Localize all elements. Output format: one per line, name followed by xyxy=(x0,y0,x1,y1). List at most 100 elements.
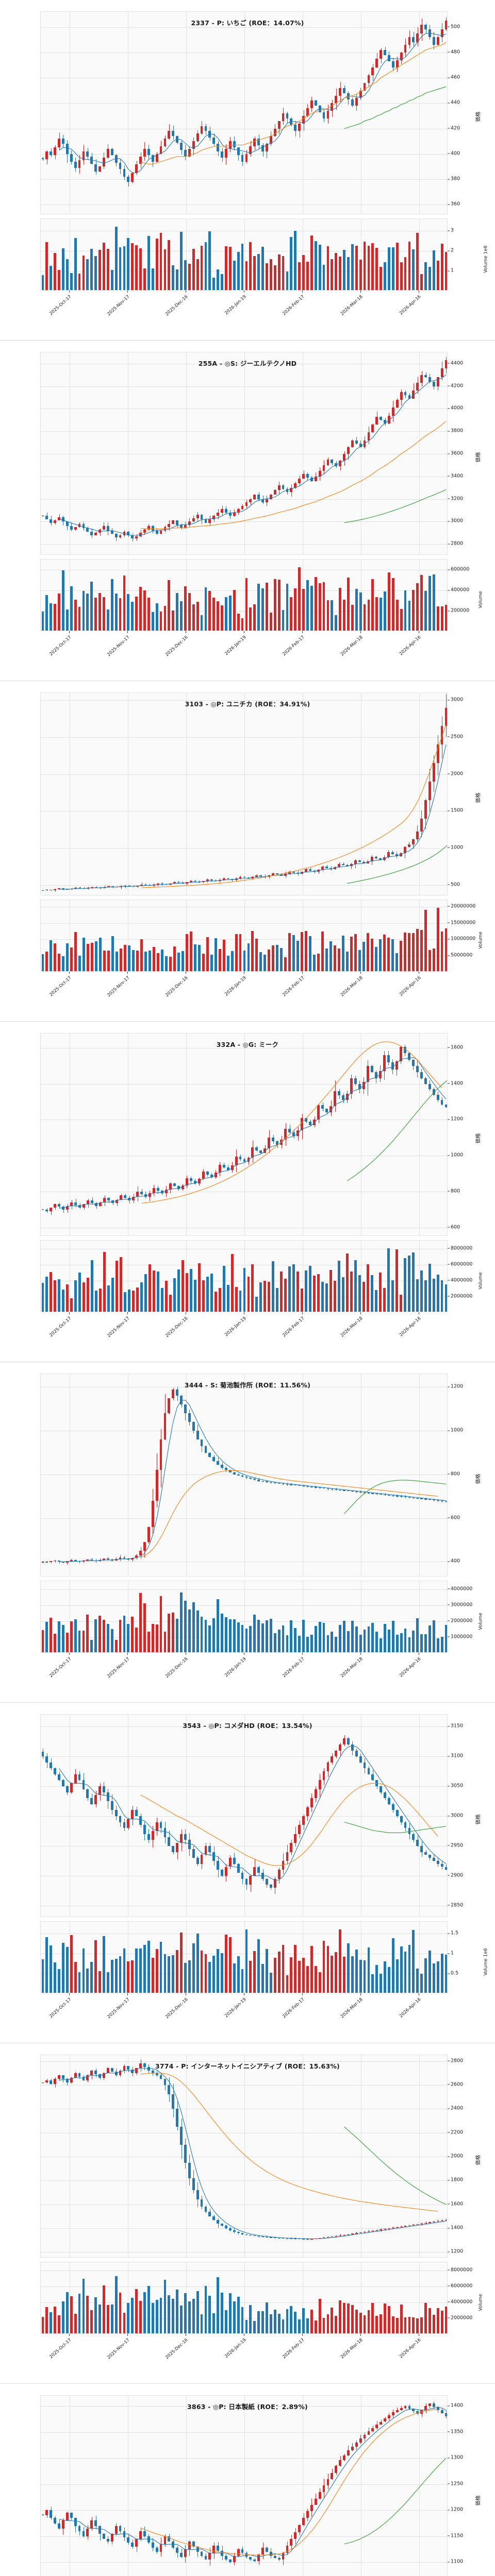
volume-bar xyxy=(45,1937,48,1993)
candle-body xyxy=(408,1497,411,1498)
candle-body xyxy=(163,527,167,531)
volume-y-tick-label: 1.5 xyxy=(447,1930,459,1936)
candle-body xyxy=(127,177,130,182)
candle-body xyxy=(62,2075,64,2079)
volume-bar xyxy=(367,2310,370,2333)
volume-bar xyxy=(196,1934,199,1993)
x-tick-label: 2026-Feb-17 xyxy=(282,294,306,317)
candle-body xyxy=(375,416,378,425)
candle-body xyxy=(261,1481,264,1482)
volume-bar xyxy=(65,2292,69,2333)
candle-body xyxy=(237,2549,240,2556)
candle-body xyxy=(288,1128,291,1132)
candle-body xyxy=(375,1780,378,1787)
candle-body xyxy=(326,111,329,118)
candle-body xyxy=(424,2223,427,2224)
candle-body xyxy=(424,24,427,30)
x-tick-label: 2026-Jan-19 xyxy=(224,1997,248,2019)
candle-body xyxy=(367,432,370,440)
volume-bar xyxy=(131,1617,134,1652)
volume-bar xyxy=(444,1625,447,1652)
x-tick-mark xyxy=(69,1993,70,1995)
gridline xyxy=(244,1033,245,1235)
candle-body xyxy=(247,877,250,879)
candle-body xyxy=(91,1200,94,1204)
volume-bar xyxy=(366,933,369,971)
candle-body xyxy=(45,151,48,159)
volume-bar xyxy=(221,274,223,290)
candle-body xyxy=(407,1053,410,1060)
volume-bar xyxy=(404,2317,407,2333)
gridline xyxy=(186,1922,187,1993)
volume-bar xyxy=(313,1276,316,1312)
candle-body xyxy=(408,37,411,45)
candle-body xyxy=(177,1186,180,1189)
volume-bar xyxy=(380,1973,383,1993)
candle-body xyxy=(103,1786,105,1792)
candle-body xyxy=(347,1490,350,1492)
moving-average-overlay xyxy=(59,33,447,174)
candle-body xyxy=(45,1756,48,1762)
price-y-tick-label: 500 xyxy=(447,24,460,30)
volume-bar xyxy=(241,2307,244,2333)
candle-body xyxy=(432,1089,435,1095)
gridline xyxy=(244,12,245,214)
volume-bar xyxy=(82,2279,85,2333)
gridline xyxy=(41,2084,447,2086)
candle-body xyxy=(266,499,268,503)
volume-bar xyxy=(314,1966,317,1993)
candle-body xyxy=(339,461,342,467)
volume-bar xyxy=(241,1625,244,1652)
candle-body xyxy=(354,860,357,865)
volume-bar xyxy=(424,262,427,290)
candle-body xyxy=(306,2239,309,2240)
volume-bar xyxy=(347,1943,350,1993)
candle-body xyxy=(388,2415,390,2419)
candle-body xyxy=(94,1560,97,1562)
volume-bar xyxy=(200,615,203,631)
volume-bar xyxy=(188,592,191,631)
volume-bar xyxy=(309,1266,312,1312)
candle-body xyxy=(388,415,390,423)
volume-bar xyxy=(235,934,238,971)
candle-body xyxy=(128,1198,131,1201)
volume-bar xyxy=(217,1948,220,1993)
gridline xyxy=(41,27,447,28)
volume-bar xyxy=(424,2303,427,2333)
volume-bar xyxy=(144,952,147,971)
gridline xyxy=(41,521,447,522)
volume-bar xyxy=(65,1947,69,1993)
candle-body xyxy=(221,1464,223,1468)
volume-bar xyxy=(235,1287,238,1312)
candle-body xyxy=(221,509,223,513)
x-tick-label: 2026-Apr-16 xyxy=(398,1316,422,1338)
candle-body xyxy=(282,2238,285,2239)
volume-bar xyxy=(273,265,276,290)
volume-bar xyxy=(363,1960,366,1993)
gridline xyxy=(41,1726,447,1727)
volume-bar xyxy=(95,1290,98,1312)
volume-bar xyxy=(395,243,399,290)
volume-bar xyxy=(391,939,394,971)
x-tick-mark xyxy=(127,1653,128,1655)
price-y-tick-label: 1150 xyxy=(447,2533,464,2539)
volume-bar xyxy=(428,1625,431,1652)
candle-body xyxy=(139,533,142,536)
ma25-line xyxy=(140,2409,438,2555)
candle-body xyxy=(50,519,53,523)
candle-body xyxy=(200,2199,203,2207)
candle-body xyxy=(266,2547,268,2552)
volume-bar xyxy=(322,1940,325,1993)
volume-bar xyxy=(74,238,77,290)
candle-body xyxy=(440,1863,443,1867)
candle-body xyxy=(221,2551,223,2556)
candle-body xyxy=(106,526,109,531)
candle-body xyxy=(322,1771,325,1781)
candle-body xyxy=(151,526,154,531)
volume-bar xyxy=(131,602,134,631)
candle-body xyxy=(225,509,227,513)
candle-body xyxy=(155,154,158,162)
candle-body xyxy=(74,1202,77,1205)
candle-body xyxy=(269,2552,272,2556)
gridline xyxy=(186,1033,187,1235)
